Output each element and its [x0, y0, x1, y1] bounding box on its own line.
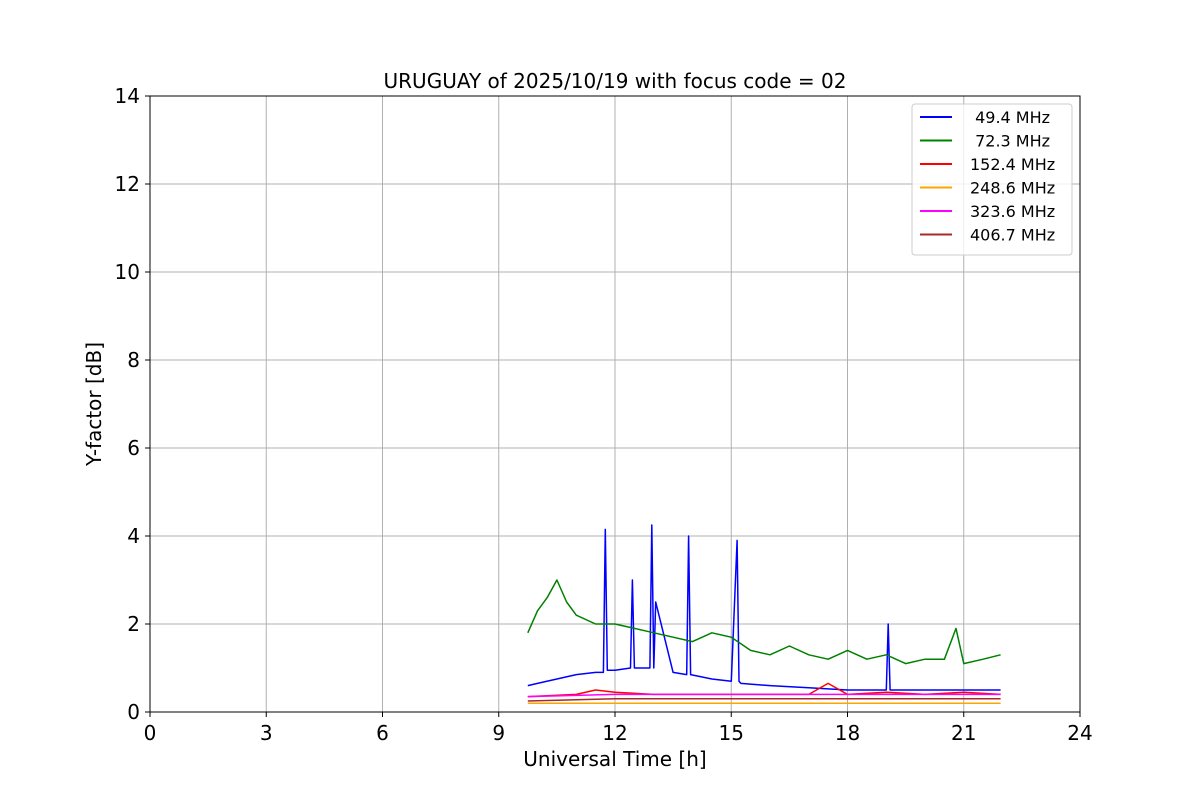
y-tick-label: 6 — [127, 436, 140, 460]
y-tick-label: 8 — [127, 348, 140, 372]
legend-label: 152.4 MHz — [970, 155, 1055, 174]
x-tick-label: 18 — [835, 721, 860, 745]
x-tick-label: 3 — [260, 721, 273, 745]
legend-label: 406.7 MHz — [970, 226, 1055, 245]
chart-title: URUGUAY of 2025/10/19 with focus code = … — [384, 69, 847, 93]
x-axis-label: Universal Time [h] — [523, 747, 706, 771]
x-tick-label: 6 — [376, 721, 389, 745]
y-axis: 0 2 4 6 8 10 12 14 — [115, 84, 150, 724]
series-line-49_4-mhz — [527, 524, 1001, 691]
y-tick-label: 12 — [115, 172, 140, 196]
x-tick-label: 24 — [1067, 721, 1092, 745]
series-line-406_7-mhz — [527, 698, 1001, 702]
y-tick-label: 10 — [115, 260, 140, 284]
legend-label: 323.6 MHz — [970, 202, 1055, 221]
x-tick-label: 0 — [144, 721, 157, 745]
legend-label: 72.3 MHz — [970, 132, 1050, 151]
y-tick-label: 2 — [127, 612, 140, 636]
series-line-72_3-mhz — [527, 579, 1001, 665]
x-tick-label: 21 — [951, 721, 976, 745]
x-axis: 0 3 6 9 12 15 18 21 24 — [144, 712, 1093, 745]
y-tick-label: 0 — [127, 700, 140, 724]
x-tick-label: 15 — [719, 721, 744, 745]
x-tick-label: 9 — [492, 721, 505, 745]
x-tick-label: 12 — [602, 721, 627, 745]
y-tick-label: 14 — [115, 84, 140, 108]
legend-box — [911, 103, 1073, 256]
legend-label: 49.4 MHz — [970, 108, 1050, 127]
series-line-323_6-mhz — [527, 693, 1001, 698]
y-axis-label: Y-factor [dB] — [82, 342, 106, 467]
series-lines — [527, 524, 1001, 704]
legend: 49.4 MHz 72.3 MHz 152.4 MHz 248.6 MHz 323.6… — [911, 103, 1073, 256]
y-tick-label: 4 — [127, 524, 140, 548]
legend-label: 248.6 MHz — [970, 179, 1055, 198]
